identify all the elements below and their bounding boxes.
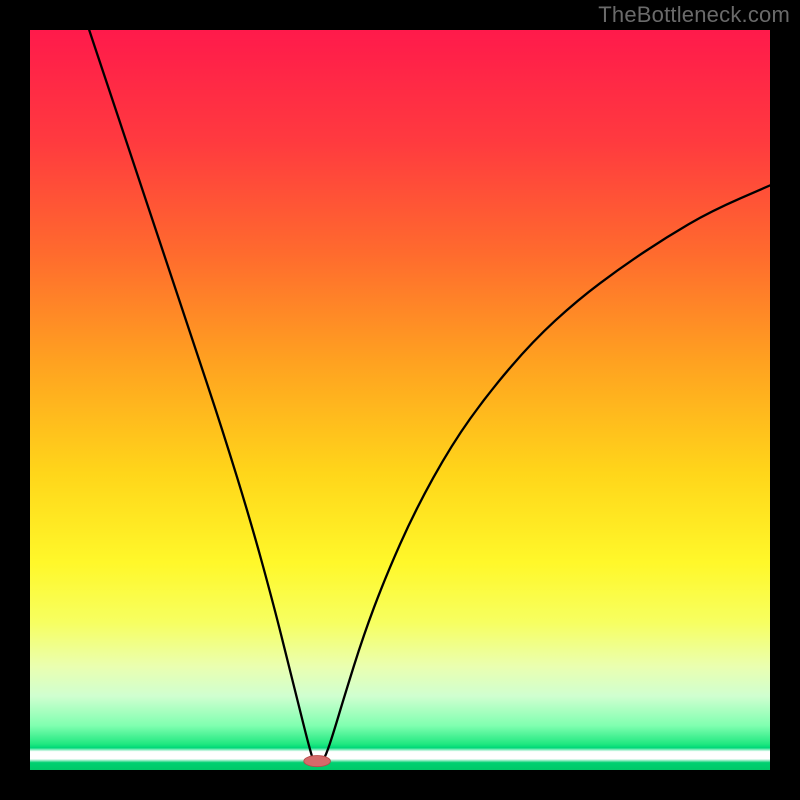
plot-area [30, 30, 770, 770]
watermark-label: TheBottleneck.com [598, 2, 790, 28]
chart-svg [30, 30, 770, 770]
chart-stage: TheBottleneck.com [0, 0, 800, 800]
min-marker [304, 756, 331, 767]
gradient-background [30, 30, 770, 770]
